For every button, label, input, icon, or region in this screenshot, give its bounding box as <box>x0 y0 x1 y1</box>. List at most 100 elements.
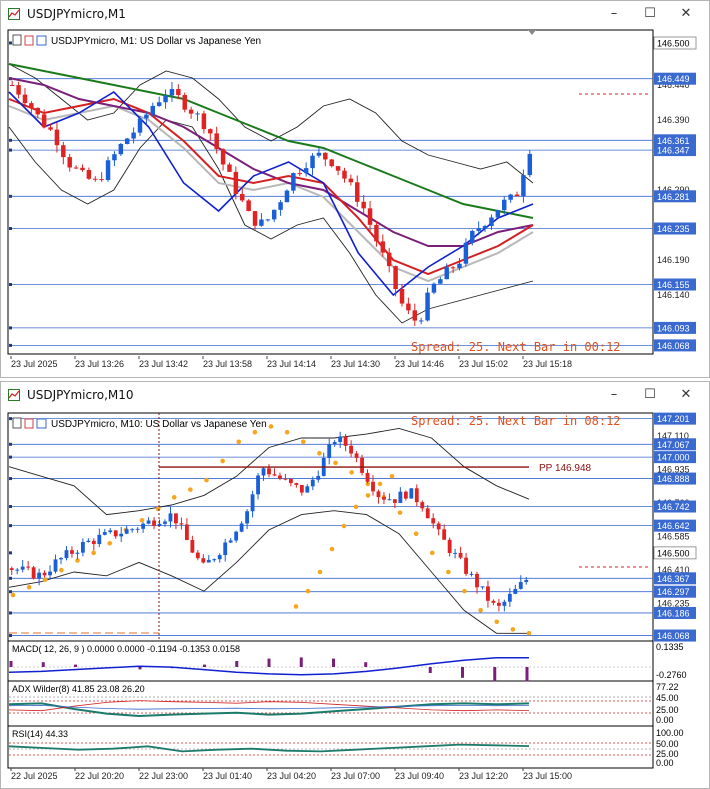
candle-body <box>442 529 447 540</box>
chart-plot-area[interactable] <box>7 29 654 355</box>
sar-dot <box>413 531 419 537</box>
candle-body <box>476 228 481 231</box>
pivot-label: PP 146.948 <box>539 463 592 474</box>
price-chart-m1[interactable]: 146.500 146.440 146.390 146.290 146.190 146.1… <box>1 28 709 377</box>
price-label-box <box>654 519 696 532</box>
y-tick-label: 146.440 <box>657 80 690 90</box>
y-tick-label: 146.235 <box>657 599 690 609</box>
sar-dot <box>75 558 80 563</box>
candle-body <box>246 200 251 212</box>
maximize-button[interactable]: ☐ <box>644 6 656 21</box>
window-titlebar[interactable]: USDJPYmicro,M10 – ☐ ✕ <box>1 382 709 409</box>
sar-dot <box>365 481 371 487</box>
level-marker <box>9 524 12 528</box>
trade-icon[interactable] <box>36 418 47 429</box>
trade-icon[interactable] <box>36 35 47 46</box>
minimize-button[interactable]: – <box>610 6 618 21</box>
sar-dot <box>510 627 516 632</box>
candle-body <box>31 567 36 579</box>
candle-body <box>412 310 418 321</box>
close-button[interactable]: ✕ <box>680 6 692 21</box>
chart-window-m10[interactable]: USDJPYmicro,M10 – ☐ ✕ 147.110 146.935 146.… <box>0 381 710 789</box>
sar-dot <box>329 546 335 552</box>
candle-body <box>464 557 468 574</box>
candle-body <box>59 558 63 560</box>
maximize-button[interactable]: ☐ <box>644 387 656 402</box>
candle-body <box>278 202 283 210</box>
candle-body <box>431 518 436 524</box>
candle-body <box>323 152 328 160</box>
minimize-button[interactable]: – <box>610 387 618 402</box>
macd-scale-bottom: -0.2760 <box>656 670 687 680</box>
chart-header-icons[interactable] <box>12 417 47 429</box>
candle-body <box>184 524 189 541</box>
candle-body <box>284 190 290 203</box>
rsi-panel[interactable] <box>7 725 654 769</box>
close-button[interactable]: ✕ <box>680 387 692 402</box>
sar-dot <box>317 569 323 575</box>
level-marker <box>9 442 12 446</box>
candle-body <box>124 529 129 534</box>
price-label-box <box>653 36 697 50</box>
candle-body <box>482 225 488 229</box>
price-label: 146.642 <box>657 521 690 531</box>
chart-symbol-label: USDJPYmicro, M1: US Dollar vs Japanese Y… <box>51 36 261 47</box>
chart-window-m1[interactable]: USDJPYmicro,M1 – ☐ ✕ 146.500 146.440 146.3… <box>0 0 710 378</box>
x-tick-label: 23 Jul 13:42 <box>139 359 188 369</box>
price-label-box <box>654 438 696 451</box>
sar-dot <box>389 473 395 479</box>
lower-band <box>8 119 534 324</box>
window-titlebar[interactable]: USDJPYmicro,M1 – ☐ ✕ <box>1 1 709 28</box>
y-tick-label: 146.290 <box>657 185 690 195</box>
x-tick-label: 23 Jul 14:30 <box>331 359 380 369</box>
candle-body <box>259 219 264 226</box>
candle-body <box>348 178 354 183</box>
candle-body <box>163 521 167 524</box>
indicator-icon[interactable] <box>24 418 34 429</box>
candle-body <box>228 540 233 543</box>
price-label-box <box>654 451 696 464</box>
price-chart-m10[interactable]: 147.110146.935146.760146.585146.410146.2… <box>1 409 709 788</box>
candle-body <box>425 292 430 321</box>
level-marker <box>9 611 12 615</box>
level-marker <box>9 455 12 459</box>
candle-body <box>144 114 149 119</box>
sar-dot <box>139 517 145 523</box>
candle-body <box>393 266 398 290</box>
indicator-icon[interactable] <box>24 35 34 46</box>
candle-body <box>514 194 520 197</box>
candle-body <box>278 475 282 479</box>
candle-body <box>48 127 53 130</box>
candle-body <box>502 199 507 211</box>
sar-dot <box>10 592 16 598</box>
rsi-scale-50: 50.00 <box>656 739 679 749</box>
di-plus-line <box>8 700 530 712</box>
candle-body <box>223 542 228 556</box>
chart-window-icon <box>8 8 20 20</box>
rsi-line <box>8 743 530 753</box>
candle-body <box>245 511 250 524</box>
candle-body <box>486 586 490 601</box>
price-label: 146.888 <box>657 474 690 484</box>
chart-header-icons[interactable] <box>12 34 47 46</box>
y-tick-label: 146.140 <box>657 290 690 300</box>
candle-body <box>409 488 414 499</box>
menu-icon[interactable] <box>12 417 22 429</box>
candle-body <box>480 586 485 588</box>
candle-body <box>386 252 392 267</box>
sar-dot <box>317 450 322 456</box>
x-tick-label: 23 Jul 12:20 <box>459 771 508 781</box>
candle-body <box>524 580 529 583</box>
candle-body <box>48 571 52 576</box>
price-label-box <box>654 500 696 513</box>
level-marker <box>9 283 12 286</box>
menu-icon[interactable] <box>12 34 22 46</box>
adx-scale-0: 0.00 <box>656 715 674 725</box>
candle-body <box>168 513 173 522</box>
adx-panel[interactable] <box>7 680 654 727</box>
candle-body <box>508 194 513 200</box>
price-label-box <box>654 585 696 598</box>
candle-body <box>425 508 430 519</box>
candle-body <box>436 523 441 530</box>
candle-body <box>112 154 117 161</box>
